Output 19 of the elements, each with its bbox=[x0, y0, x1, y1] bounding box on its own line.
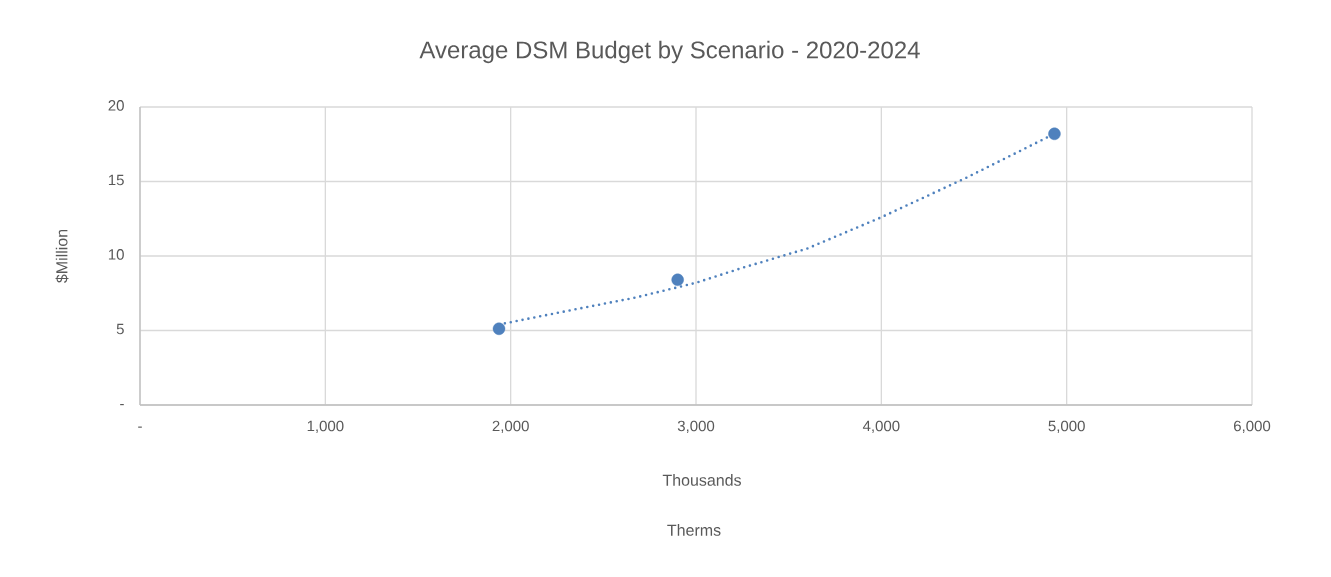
point bbox=[671, 273, 684, 287]
point bbox=[1048, 127, 1061, 141]
chart-title: Average DSM Budget by Scenario - 2020-2024 bbox=[419, 40, 920, 64]
y-tick-label: 15 bbox=[108, 174, 124, 186]
text: Therms bbox=[667, 524, 721, 536]
y-tick-label: 20 bbox=[108, 100, 124, 111]
y-tick-label: 5 bbox=[116, 323, 124, 335]
y-tick-label: - bbox=[120, 404, 124, 406]
x-axis-title: Thousands bbox=[662, 474, 741, 486]
x-tick-label: 5,000 bbox=[1048, 420, 1085, 434]
x-tick-label: 4,000 bbox=[862, 420, 900, 434]
y-tick-label: 10 bbox=[108, 249, 124, 260]
x-tick-label: 1,000 bbox=[307, 420, 344, 434]
x-tick-label: 2,000 bbox=[492, 420, 529, 434]
y-axis-title: $Million bbox=[55, 229, 69, 283]
x-tick-label: 6,000 bbox=[1234, 420, 1271, 434]
x-tick-label: - bbox=[138, 426, 142, 428]
x-tick-label: 3,000 bbox=[677, 420, 715, 434]
point bbox=[492, 322, 506, 336]
